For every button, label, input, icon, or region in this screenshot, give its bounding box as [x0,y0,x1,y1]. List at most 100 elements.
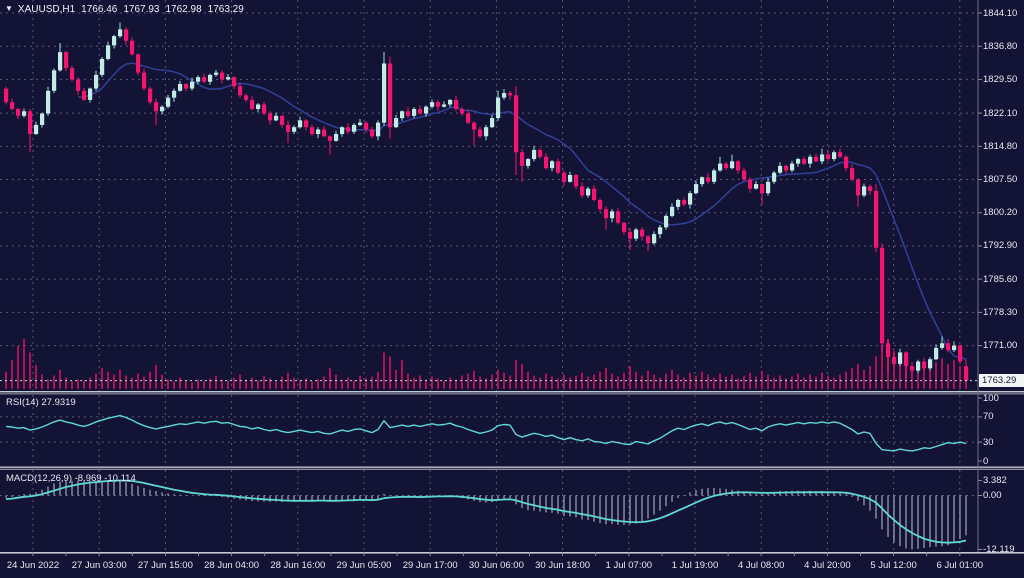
volume-bar [959,365,961,389]
moving-average-line [77,62,967,361]
bear-candle [562,172,567,182]
bear-candle [736,161,741,171]
volume-bar [113,374,115,389]
volume-bar [17,345,19,389]
bear-candle [64,52,69,69]
volume-bar [881,344,883,389]
time-axis-label: 30 Jun 18:00 [535,560,591,571]
bull-candle [688,193,693,205]
bull-candle [502,93,507,98]
bull-candle [490,118,495,128]
bear-candle [748,179,753,189]
volume-bar [269,378,271,389]
bear-candle [238,86,243,96]
macd-axis-label: 0.00 [983,490,1002,501]
bull-candle [166,97,171,107]
volume-bar [143,376,145,389]
bull-candle [190,81,195,89]
volume-bar [569,377,571,389]
bear-candle [148,88,153,103]
time-axis-label: 29 Jun 05:00 [336,560,392,571]
bull-candle [94,74,99,89]
bear-candle [874,190,879,248]
bull-candle [178,83,183,91]
bull-candle [412,109,417,116]
bull-candle [106,45,111,59]
volume-bar [833,377,835,389]
bear-candle [328,136,333,141]
volume-bar [863,369,865,389]
volume-bar [875,356,877,389]
bull-candle [862,186,867,196]
time-axis-label: 27 Jun 15:00 [137,560,193,571]
bear-candle [262,104,267,114]
bear-candle [958,345,963,362]
bear-candle [280,115,285,125]
bull-candle [796,159,801,164]
volume-bar [401,360,403,389]
volume-bar [611,373,613,389]
bear-candle [4,88,9,103]
bull-candle [916,361,921,371]
volume-bar [263,375,265,389]
bull-candle [934,347,939,360]
volume-bar [923,365,925,389]
bear-candle [868,186,873,191]
volume-bar [671,369,673,389]
bear-candle [142,72,147,89]
volume-bar [545,373,547,389]
volume-bar [167,379,169,389]
volume-bar [131,377,133,389]
volume-bar [929,369,931,389]
panel-separator-main-rsi[interactable] [0,391,1024,393]
volume-bar [281,376,283,389]
bull-candle [430,102,435,107]
price-axis-label: 1836.80 [983,40,1018,52]
rsi-indicator-label: RSI(14) 27.9319 [6,397,76,408]
bear-candle [622,222,627,232]
bear-candle [646,236,651,244]
volume-bar [467,373,469,389]
bear-candle [370,129,375,137]
volume-bar [623,372,625,389]
bull-candle [550,161,555,169]
volume-bar [107,371,109,389]
volume-bar [857,364,859,389]
bull-candle [52,70,57,91]
bear-candle [922,361,927,369]
bear-candle [616,211,621,223]
volume-bar [653,374,655,389]
volume-bar [809,374,811,389]
panel-separator-rsi-macd[interactable] [0,467,1024,469]
panel-separator-rsi-macd[interactable] [0,466,1024,468]
bull-candle [730,161,735,169]
bull-candle [658,227,663,235]
symbol-dropdown-icon[interactable]: ▼ [5,4,13,13]
bear-candle [742,170,747,180]
bear-candle [364,122,369,130]
volume-bar [11,360,13,389]
panel-separator-main-rsi[interactable] [0,392,1024,394]
volume-bar [233,377,235,389]
bear-candle [904,352,909,367]
panel-separator-main-rsi[interactable] [0,393,1024,395]
bull-candle [394,118,399,128]
volume-bar [83,380,85,389]
bear-candle [508,93,513,96]
volume-bar [461,375,463,389]
volume-bar [395,369,397,389]
bull-candle [382,63,387,123]
bear-candle [574,174,579,187]
volume-bar [695,375,697,389]
panel-separator-rsi-macd[interactable] [0,468,1024,470]
volume-bar [911,367,913,389]
bull-candle [424,106,429,114]
volume-bar [755,376,757,389]
bear-candle [70,68,75,80]
bear-candle [406,111,411,116]
bull-candle [196,77,201,82]
bear-candle [844,156,849,169]
volume-bar [203,381,205,389]
time-axis-label: 4 Jul 20:00 [804,560,851,571]
